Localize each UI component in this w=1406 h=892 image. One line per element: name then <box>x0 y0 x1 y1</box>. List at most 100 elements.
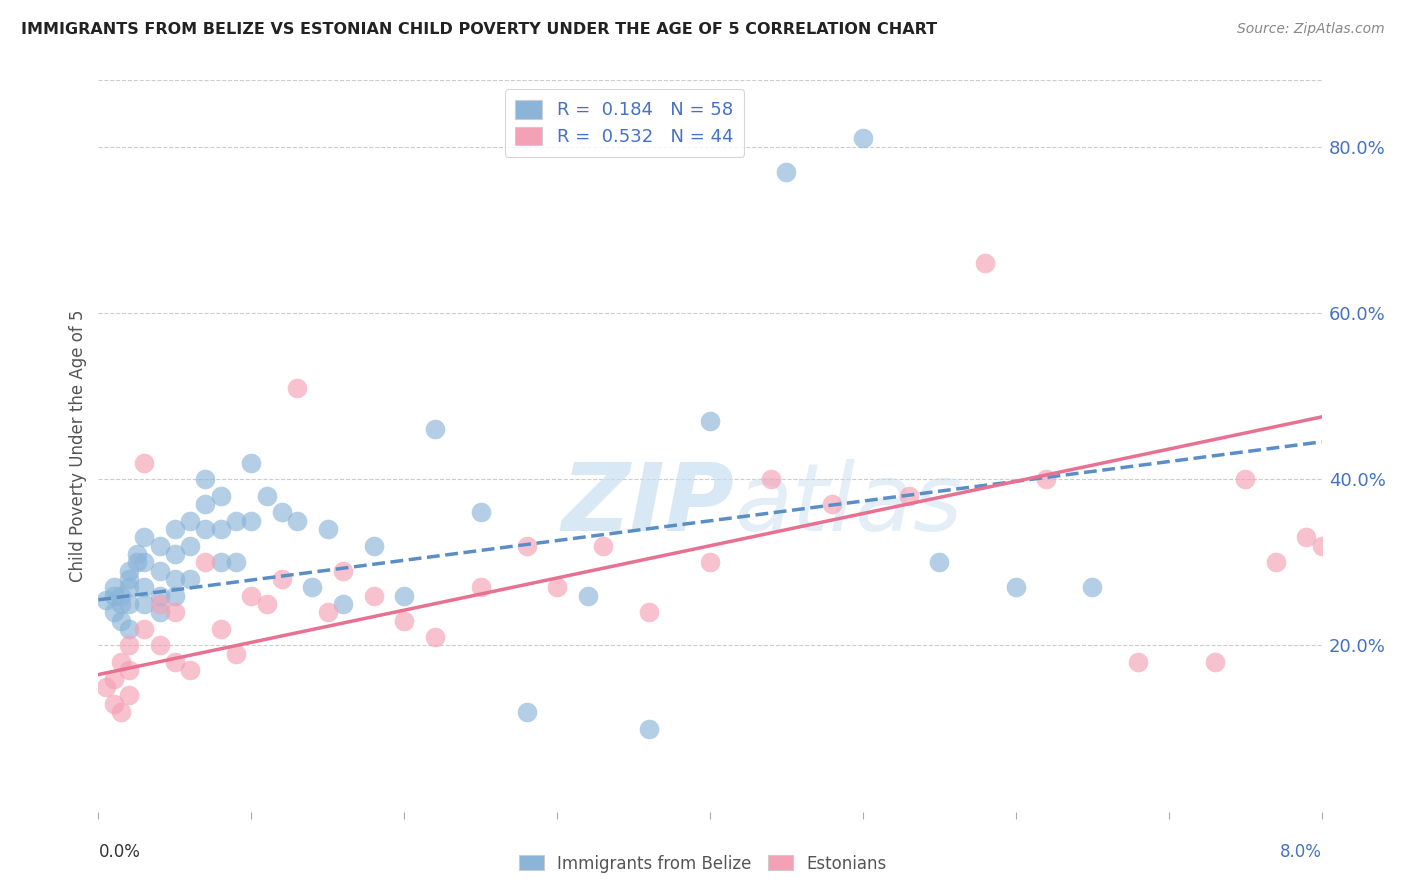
Point <box>852 131 875 145</box>
Point <box>163 572 186 586</box>
Point <box>179 539 201 553</box>
Point <box>974 256 997 270</box>
Legend: Immigrants from Belize, Estonians: Immigrants from Belize, Estonians <box>512 848 894 880</box>
Point <box>363 539 385 553</box>
Point <box>149 589 172 603</box>
Text: ZIP: ZIP <box>561 458 734 550</box>
Point <box>209 622 232 636</box>
Point <box>699 555 721 569</box>
Point <box>118 639 141 653</box>
Point <box>163 522 186 536</box>
Point <box>928 555 950 569</box>
Point <box>1264 555 1286 569</box>
Point <box>637 722 661 736</box>
Point <box>285 514 308 528</box>
Point <box>392 589 416 603</box>
Point <box>240 514 263 528</box>
Point <box>194 522 217 536</box>
Point <box>194 497 217 511</box>
Point <box>423 630 446 644</box>
Point <box>125 555 148 569</box>
Point <box>1128 655 1150 669</box>
Point <box>179 514 201 528</box>
Point <box>316 605 339 619</box>
Point <box>516 539 538 553</box>
Point <box>179 664 201 678</box>
Point <box>470 580 492 594</box>
Point <box>163 605 186 619</box>
Point <box>134 555 156 569</box>
Point <box>775 164 797 178</box>
Point <box>110 705 132 719</box>
Point <box>103 605 125 619</box>
Text: IMMIGRANTS FROM BELIZE VS ESTONIAN CHILD POVERTY UNDER THE AGE OF 5 CORRELATION : IMMIGRANTS FROM BELIZE VS ESTONIAN CHILD… <box>21 22 938 37</box>
Point <box>118 564 141 578</box>
Point <box>546 580 568 594</box>
Point <box>163 547 186 561</box>
Text: 8.0%: 8.0% <box>1279 843 1322 861</box>
Point <box>209 489 232 503</box>
Text: Source: ZipAtlas.com: Source: ZipAtlas.com <box>1237 22 1385 37</box>
Point <box>134 597 156 611</box>
Point <box>699 414 721 428</box>
Point <box>225 647 247 661</box>
Point <box>1004 580 1026 594</box>
Point <box>332 597 354 611</box>
Point <box>576 589 599 603</box>
Point <box>240 456 263 470</box>
Text: 0.0%: 0.0% <box>98 843 141 861</box>
Point <box>118 580 141 594</box>
Point <box>194 472 217 486</box>
Point <box>134 456 156 470</box>
Point <box>163 655 186 669</box>
Point <box>1204 655 1226 669</box>
Point <box>149 639 172 653</box>
Point <box>149 597 172 611</box>
Point <box>1295 530 1317 544</box>
Point <box>149 564 172 578</box>
Text: atlas: atlas <box>734 459 963 550</box>
Point <box>256 489 278 503</box>
Point <box>225 514 247 528</box>
Point <box>118 664 141 678</box>
Point <box>285 381 308 395</box>
Point <box>270 506 294 520</box>
Point <box>103 589 125 603</box>
Point <box>1310 539 1333 553</box>
Point <box>118 689 141 703</box>
Point <box>103 697 125 711</box>
Point <box>134 580 156 594</box>
Point <box>332 564 354 578</box>
Legend: R =  0.184   N = 58, R =  0.532   N = 44: R = 0.184 N = 58, R = 0.532 N = 44 <box>505 89 744 157</box>
Point <box>134 530 156 544</box>
Point <box>1081 580 1104 594</box>
Point <box>637 605 661 619</box>
Point <box>94 680 117 694</box>
Point <box>256 597 278 611</box>
Point <box>194 555 217 569</box>
Point <box>363 589 385 603</box>
Point <box>179 572 201 586</box>
Point <box>592 539 614 553</box>
Point <box>110 614 132 628</box>
Point <box>118 572 141 586</box>
Point <box>470 506 492 520</box>
Point <box>103 580 125 594</box>
Point <box>423 422 446 436</box>
Point <box>149 539 172 553</box>
Point <box>118 597 141 611</box>
Y-axis label: Child Poverty Under the Age of 5: Child Poverty Under the Age of 5 <box>69 310 87 582</box>
Point <box>118 622 141 636</box>
Point <box>392 614 416 628</box>
Point <box>270 572 294 586</box>
Point <box>1234 472 1257 486</box>
Point <box>110 597 132 611</box>
Point <box>149 605 172 619</box>
Point <box>1035 472 1057 486</box>
Point <box>759 472 782 486</box>
Point <box>134 622 156 636</box>
Point <box>897 489 920 503</box>
Point <box>240 589 263 603</box>
Point <box>316 522 339 536</box>
Point <box>163 589 186 603</box>
